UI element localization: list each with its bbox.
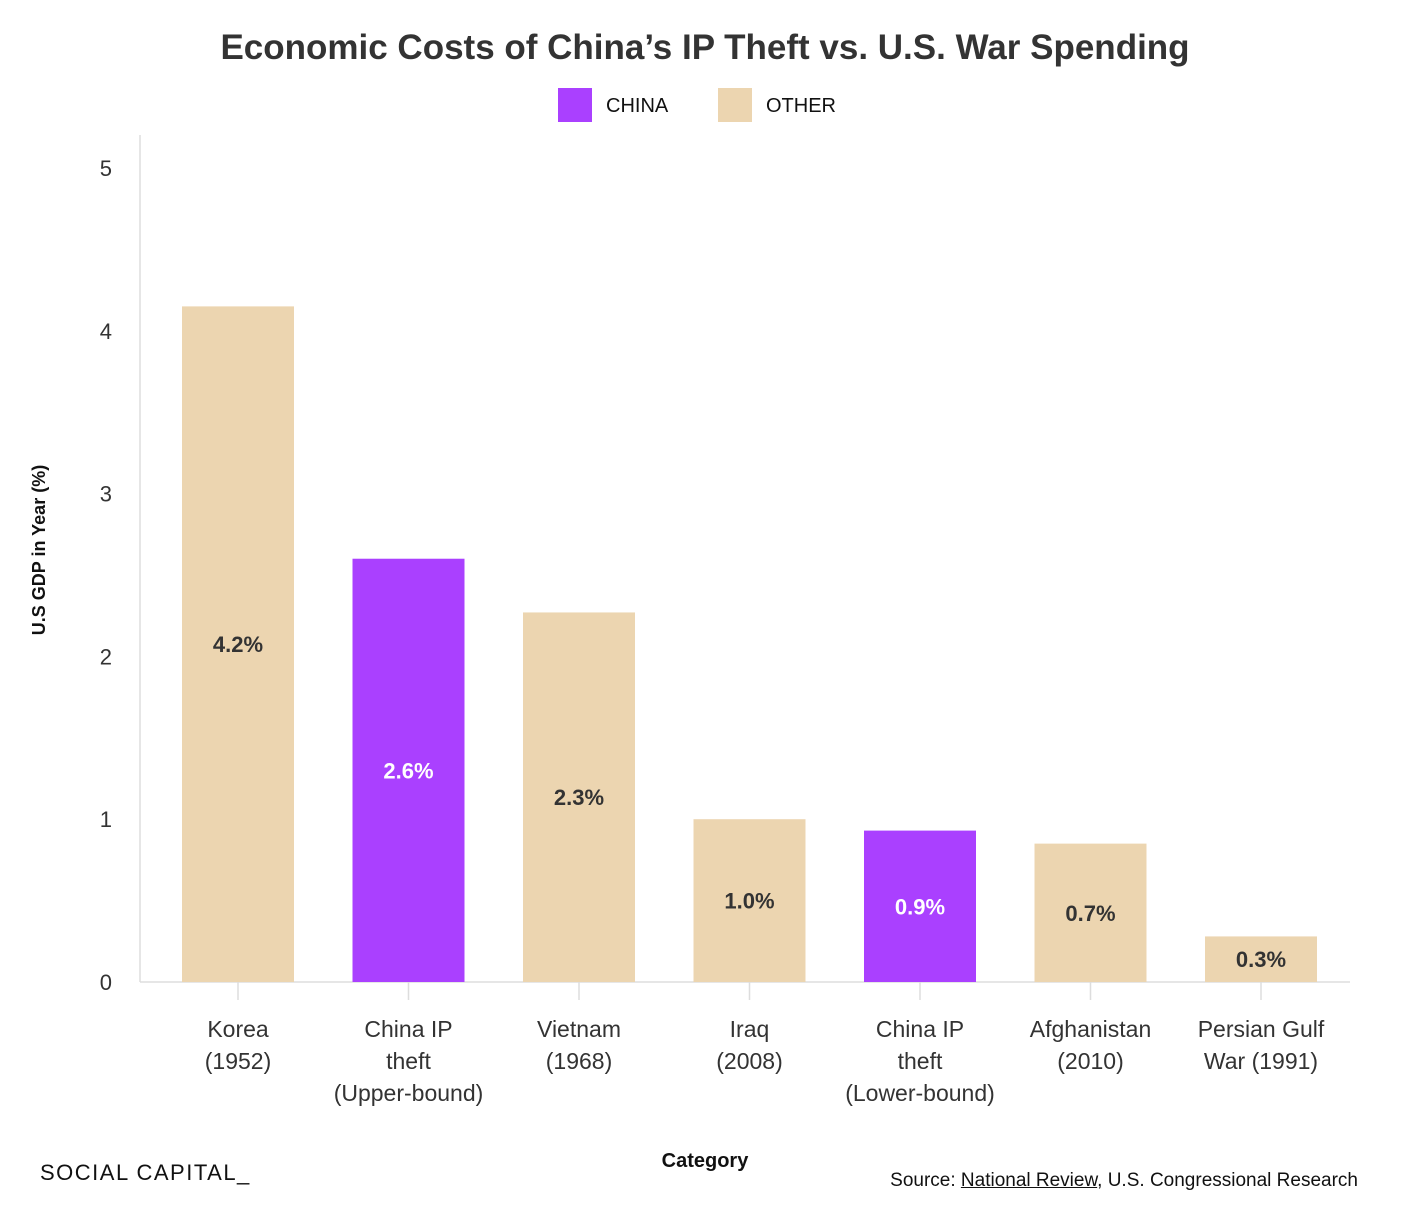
- bar-data-label: 0.7%: [1065, 901, 1115, 926]
- x-tick-label: War (1991): [1204, 1048, 1318, 1074]
- x-tick-label: China IP: [364, 1016, 452, 1042]
- x-tick-label: (2010): [1057, 1048, 1123, 1074]
- y-tick-label: 1: [100, 807, 112, 832]
- x-tick-label: (2008): [716, 1048, 782, 1074]
- bar-2: [523, 612, 635, 982]
- legend-swatch-other: [718, 88, 752, 122]
- bar-3: [693, 819, 806, 982]
- bar-1: [352, 558, 465, 982]
- x-tick-label: Persian Gulf: [1198, 1016, 1325, 1042]
- chart-title: Economic Costs of China’s IP Theft vs. U…: [220, 28, 1189, 67]
- source-rest: , U.S. Congressional Research: [1097, 1170, 1358, 1191]
- x-tick-label: (Upper-bound): [334, 1080, 484, 1106]
- x-tick-label: Iraq: [730, 1016, 770, 1042]
- bar-4: [864, 830, 976, 982]
- bar-0: [182, 306, 294, 982]
- x-tick-label: theft: [386, 1048, 431, 1074]
- source-prefix: Source:: [890, 1170, 961, 1191]
- legend-label-other: OTHER: [766, 95, 836, 117]
- brand-logo: SOCIAL CAPITAL_: [40, 1160, 251, 1185]
- x-tick-label: theft: [898, 1048, 943, 1074]
- bar-data-label: 0.3%: [1236, 947, 1286, 972]
- y-tick-label: 0: [100, 970, 112, 995]
- x-tick-label: (Lower-bound): [845, 1080, 995, 1106]
- bar-5: [1034, 843, 1147, 982]
- x-tick-label: Vietnam: [537, 1016, 621, 1042]
- y-axis-title: U.S GDP in Year (%): [29, 465, 49, 635]
- x-tick-label: Korea: [207, 1016, 269, 1042]
- bar-6: [1205, 936, 1317, 982]
- bar-data-label: 2.3%: [554, 785, 604, 810]
- bar-data-label: 0.9%: [895, 894, 945, 919]
- x-tick-label: (1968): [546, 1048, 612, 1074]
- x-tick-label: China IP: [876, 1016, 964, 1042]
- x-tick-label: Afghanistan: [1030, 1016, 1151, 1042]
- source-note: Source: National Review, U.S. Congressio…: [890, 1170, 1358, 1192]
- legend-swatch-china: [558, 88, 592, 122]
- legend-label-china: CHINA: [606, 95, 669, 117]
- y-tick-label: 4: [100, 319, 112, 344]
- y-tick-label: 2: [100, 644, 112, 669]
- bar-data-label: 1.0%: [724, 889, 774, 914]
- y-tick-label: 5: [100, 156, 112, 181]
- source-link[interactable]: National Review: [960, 1170, 1098, 1191]
- bar-data-label: 2.6%: [383, 758, 433, 783]
- x-axis-title: Category: [662, 1150, 750, 1172]
- x-tick-label: (1952): [205, 1048, 271, 1074]
- y-tick-label: 3: [100, 482, 112, 507]
- bar-data-label: 4.2%: [213, 632, 263, 657]
